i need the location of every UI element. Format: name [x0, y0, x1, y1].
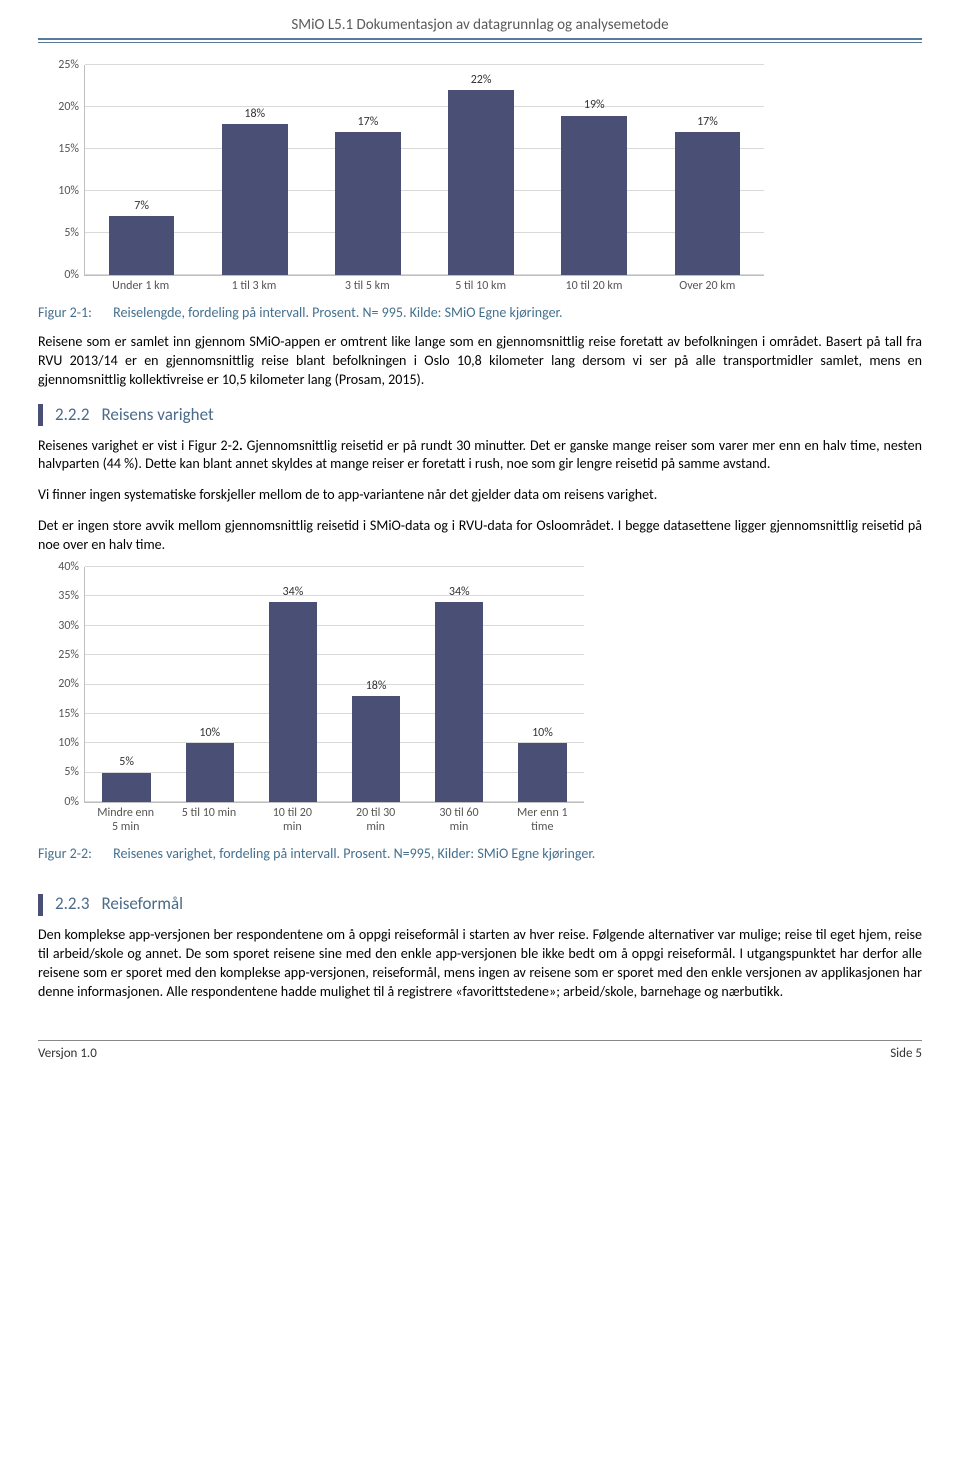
chart-bar: [352, 696, 400, 802]
chart-y-tick-label: 25%: [58, 647, 85, 663]
chart-x-tick-label: 1 til 3 km: [197, 276, 310, 294]
paragraph: Reisene som er samlet inn gjennom SMiO-a…: [38, 333, 922, 390]
chart-bar-value-label: 5%: [119, 754, 134, 770]
chart-bar-column: 18%: [198, 65, 311, 275]
chart-bar-value-label: 17%: [358, 114, 379, 130]
chart-bar: [435, 602, 483, 802]
chart-bar: [518, 743, 566, 802]
header-rule: [38, 38, 922, 43]
chart-x-tick-label: 5 til 10 km: [424, 276, 537, 294]
chart-x-tick-label: 5 til 10 min: [167, 803, 250, 835]
chart-bar: [561, 116, 627, 276]
chart-y-tick-label: 0%: [64, 267, 85, 283]
chart-bar-value-label: 34%: [449, 584, 470, 600]
chart-bar-column: 5%: [85, 567, 168, 802]
page-footer: Versjon 1.0 Side 5: [38, 1040, 922, 1063]
figure-id: Figur 2-1:: [38, 304, 110, 323]
chart-y-tick-label: 5%: [64, 765, 85, 781]
chart-y-tick-label: 25%: [58, 57, 85, 73]
chart-bar-value-label: 34%: [283, 584, 304, 600]
doc-header-title: SMiO L5.1 Dokumentasjon av datagrunnlag …: [38, 15, 922, 38]
chart-bars-row: 5% 10% 34% 18% 34% 10%: [85, 567, 584, 802]
chart-bar-value-label: 19%: [584, 97, 605, 113]
chart-bar-column: 19%: [538, 65, 651, 275]
section-number: 2.2.2: [55, 404, 89, 427]
chart-bar-column: 10%: [168, 567, 251, 802]
section-number: 2.2.3: [55, 893, 89, 916]
paragraph: Det er ingen store avvik mellom gjennoms…: [38, 517, 922, 555]
chart-bar-value-label: 22%: [471, 72, 492, 88]
chart-y-tick-label: 15%: [58, 706, 85, 722]
chart-y-tick-label: 5%: [64, 225, 85, 241]
chart-y-tick-label: 10%: [58, 735, 85, 751]
chart-x-tick-label: 20 til 30min: [334, 803, 417, 835]
footer-page-number: Side 5: [890, 1045, 922, 1063]
figure-id: Figur 2-2:: [38, 845, 110, 864]
chart-bar-column: 10%: [501, 567, 584, 802]
section-2-2-3-heading: 2.2.3 Reiseformål: [38, 893, 922, 916]
section-accent-bar: [38, 894, 43, 916]
section-2-2-2-heading: 2.2.2 Reisens varighet: [38, 404, 922, 427]
chart-y-tick-label: 35%: [58, 588, 85, 604]
paragraph: Reisenes varighet er vist i Figur 2-2. G…: [38, 437, 922, 475]
chart-bar: [335, 132, 401, 275]
chart-bar-column: 7%: [85, 65, 198, 275]
chart-bar: [448, 90, 514, 275]
chart-bar: [222, 124, 288, 275]
chart-bar-column: 34%: [418, 567, 501, 802]
chart-bar-value-label: 7%: [134, 198, 149, 214]
chart-1: 0%5%10%15%20%25%7%18%17%22%19%17% Under …: [38, 65, 922, 294]
section-title: Reiseformål: [101, 893, 183, 916]
chart-y-tick-label: 20%: [58, 99, 85, 115]
footer-version: Versjon 1.0: [38, 1045, 97, 1063]
chart-bar-value-label: 18%: [244, 106, 265, 122]
figure-2-2-caption: Figur 2-2: Reisenes varighet, fordeling …: [38, 845, 922, 864]
chart-x-tick-label: Mindre enn5 min: [84, 803, 167, 835]
chart-y-tick-label: 20%: [58, 676, 85, 692]
chart-y-tick-label: 15%: [58, 141, 85, 157]
chart-y-tick-label: 30%: [58, 618, 85, 634]
figure-2-1-caption: Figur 2-1: Reiselengde, fordeling på int…: [38, 304, 922, 323]
chart-bar-column: 17%: [311, 65, 424, 275]
chart-2: 0%5%10%15%20%25%30%35%40%5%10%34%18%34%1…: [38, 567, 922, 835]
chart-y-tick-label: 40%: [58, 559, 85, 575]
chart-bar-value-label: 18%: [366, 678, 387, 694]
chart-bar-value-label: 10%: [199, 725, 220, 741]
chart-bar: [186, 743, 234, 802]
chart-bar: [269, 602, 317, 802]
paragraph: Den komplekse app-versjonen ber responde…: [38, 926, 922, 1002]
chart-bar-column: 18%: [335, 567, 418, 802]
section-accent-bar: [38, 404, 43, 426]
footer-rule: [38, 1040, 922, 1041]
chart-x-tick-label: 10 til 20min: [251, 803, 334, 835]
chart-bar-column: 22%: [425, 65, 538, 275]
paragraph-text: Reisenes varighet er vist i Figur 2-2: [38, 437, 239, 454]
chart-x-tick-label: 10 til 20 km: [537, 276, 650, 294]
chart-x-tick-label: Over 20 km: [651, 276, 764, 294]
figure-text: Reisenes varighet, fordeling på interval…: [113, 845, 595, 862]
chart-bars-row: 7% 18% 17% 22% 19% 17%: [85, 65, 764, 275]
chart-x-tick-label: 30 til 60min: [417, 803, 500, 835]
chart-x-tick-label: Mer enn 1time: [501, 803, 584, 835]
chart-bar: [109, 216, 175, 275]
section-title: Reisens varighet: [101, 404, 213, 427]
chart-y-tick-label: 0%: [64, 794, 85, 810]
chart-x-tick-label: 3 til 5 km: [311, 276, 424, 294]
chart-bar-column: 34%: [251, 567, 334, 802]
chart-bar-value-label: 17%: [697, 114, 718, 130]
chart-bar: [675, 132, 741, 275]
figure-text: Reiselengde, fordeling på intervall. Pro…: [113, 304, 562, 321]
chart-bar-column: 17%: [651, 65, 764, 275]
chart-bar: [102, 773, 150, 802]
paragraph: Vi finner ingen systematiske forskjeller…: [38, 486, 922, 505]
chart-y-tick-label: 10%: [58, 183, 85, 199]
chart-bar-value-label: 10%: [532, 725, 553, 741]
chart-x-tick-label: Under 1 km: [84, 276, 197, 294]
